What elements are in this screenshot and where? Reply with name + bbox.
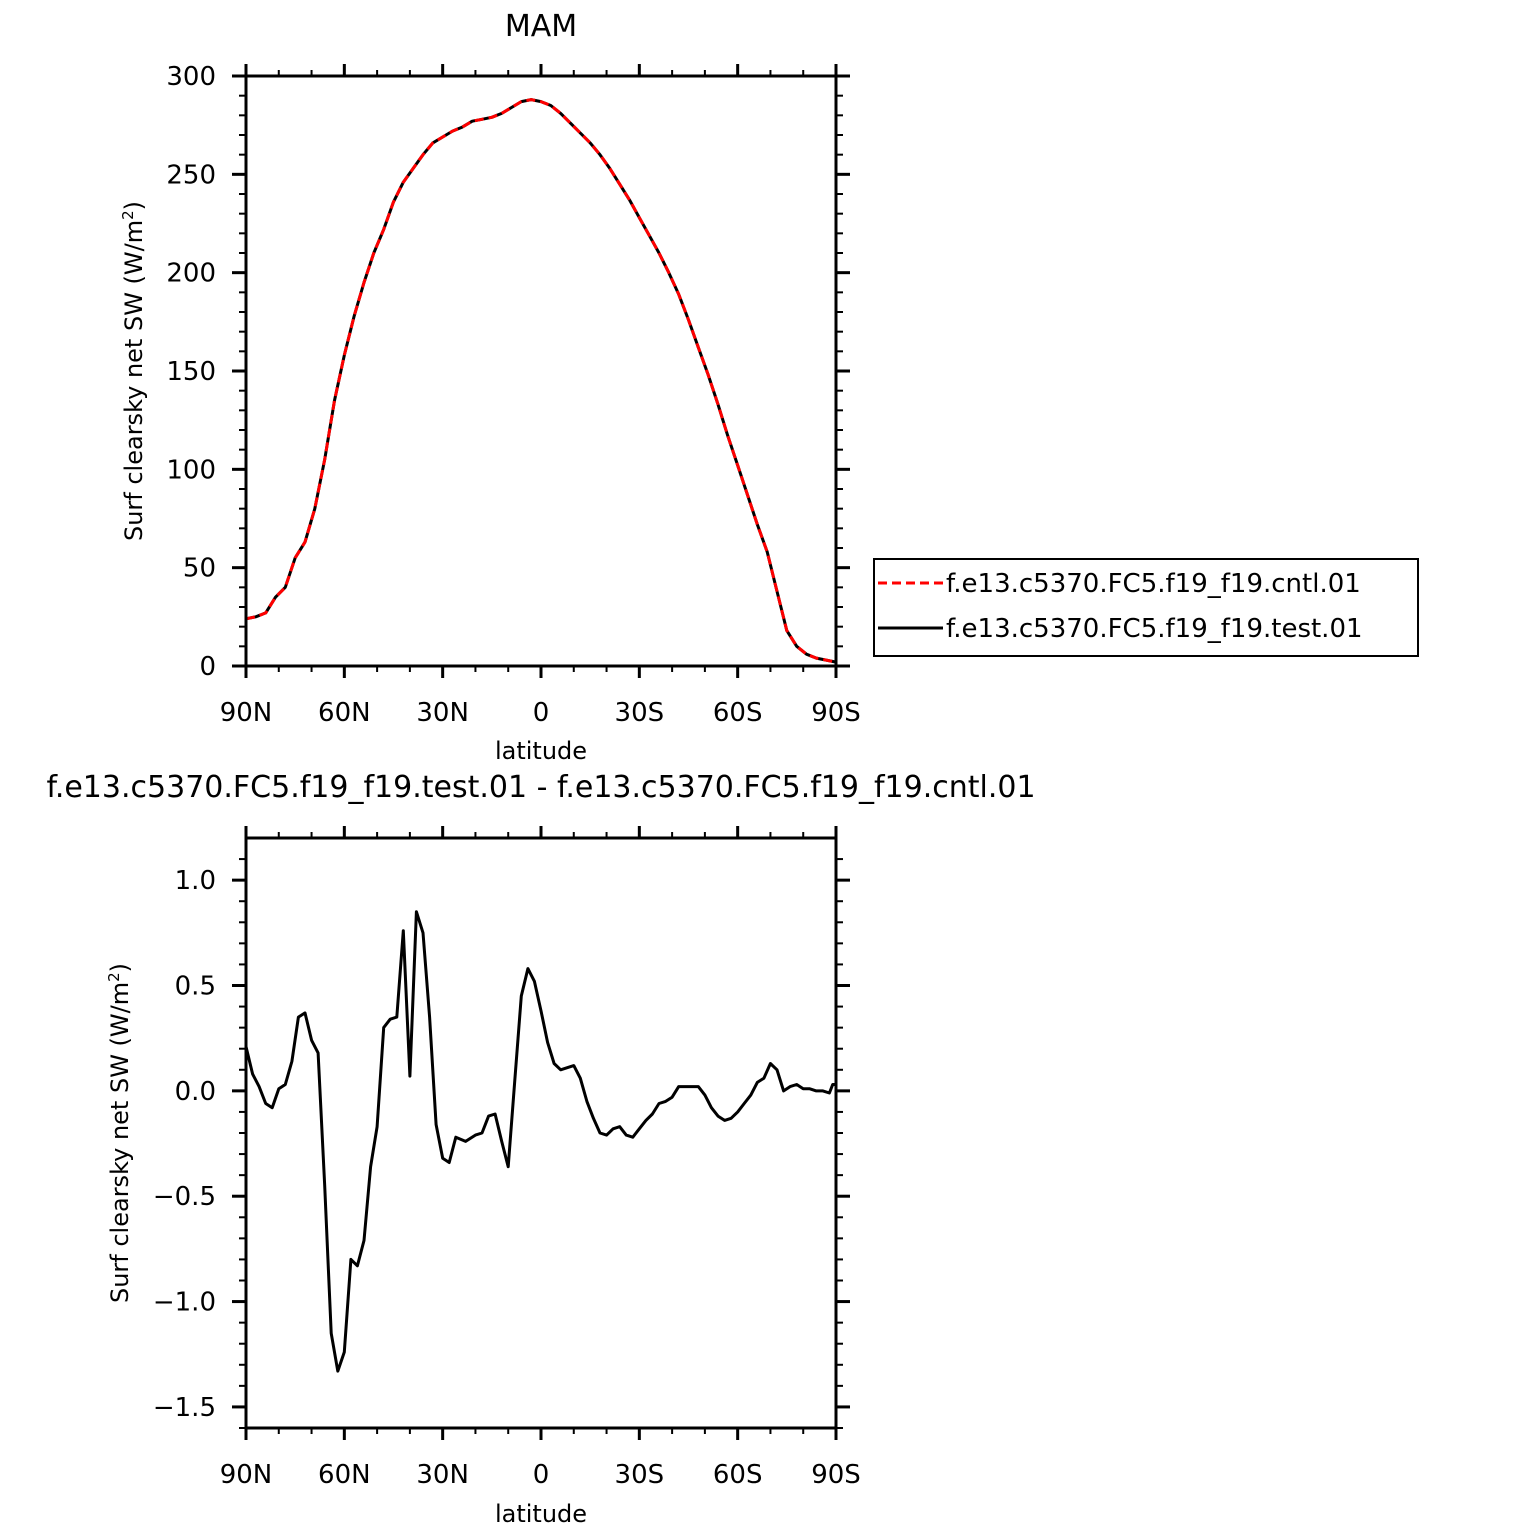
top-series-line-0 [245,98,837,664]
top-plot-frame [244,74,838,668]
top-x-axis-label: latitude [495,737,587,765]
bottom-chart-title: f.e13.c5370.FC5.f19_f19.test.01 - f.e13.… [46,770,1035,805]
bottom-x-tick-label: 60S [713,1460,763,1490]
top-y-tick-label: 200 [166,259,216,289]
legend: f.e13.c5370.FC5.f19_f19.cntl.01 f.e13.c5… [873,558,1419,657]
top-series-line-1 [245,98,837,664]
bottom-y-axis-label: Surf clearsky net SW (W/m2) [105,963,134,1303]
bottom-x-tick-label: 60N [318,1460,371,1490]
top-y-tick-label: 100 [166,455,216,485]
bottom-y-tick-label: −0.5 [153,1182,216,1212]
bottom-y-axis-label-main: Surf clearsky net SW (W/m [106,982,134,1303]
legend-label-cntl: f.e13.c5370.FC5.f19_f19.cntl.01 [946,569,1361,599]
top-x-tick-label: 0 [533,698,550,728]
top-y-axis-label-main: Surf clearsky net SW (W/m [120,220,148,541]
bottom-series-line-0 [244,910,836,1373]
bottom-tick-labels: 90N 60N 30N 0 30S 60S 90S 1.0 0.5 0.0 −0.5 −1.0 −1.5 [153,866,861,1490]
bottom-y-tick-label: −1.0 [153,1288,216,1318]
top-y-tick-label: 250 [166,160,216,190]
top-x-tick-label: 30N [416,698,469,728]
bottom-x-axis-label: latitude [495,1500,587,1528]
top-y-tick-label: 150 [166,357,216,387]
top-x-tick-label: 90S [811,698,861,728]
top-x-tick-label: 90N [220,698,273,728]
top-y-axis-label-end: ) [120,201,148,210]
bottom-x-tick-label: 30S [615,1460,665,1490]
bottom-y-axis-label-end: ) [106,963,134,972]
top-y-tick-label: 0 [199,652,216,682]
bottom-plot-frame [244,836,838,1430]
top-y-tick-label: 50 [183,554,216,584]
bottom-y-tick-label: 0.5 [175,972,216,1002]
top-chart-title: MAM [505,9,577,44]
bottom-x-tick-label: 90S [811,1460,861,1490]
top-y-axis-label: Surf clearsky net SW (W/m2) [119,201,148,541]
top-series-group [245,98,837,664]
legend-box [873,558,1419,657]
bottom-panel: f.e13.c5370.FC5.f19_f19.test.01 - f.e13.… [46,770,1035,1528]
top-x-tick-label: 60N [318,698,371,728]
top-axes-ticks [232,64,850,678]
top-x-tick-label: 30S [615,698,665,728]
bottom-x-tick-label: 30N [416,1460,469,1490]
bottom-y-tick-label: 1.0 [175,866,216,896]
top-tick-labels: 90N 60N 30N 0 30S 60S 90S 0 50 100 150 200 250 300 [166,62,860,728]
bottom-x-tick-label: 90N [220,1460,273,1490]
bottom-series-group [244,910,836,1373]
top-panel: MAM 90N 60N 30N 0 30S 60S 90S 0 50 100 150 200 250 30… [119,9,861,765]
top-y-tick-label: 300 [166,62,216,92]
bottom-y-tick-label: −1.5 [153,1393,216,1423]
top-x-tick-label: 60S [713,698,763,728]
top-y-axis-label-sup: 2 [119,210,137,220]
legend-label-test: f.e13.c5370.FC5.f19_f19.test.01 [946,614,1363,644]
bottom-y-tick-label: 0.0 [175,1077,216,1107]
bottom-axes-ticks [232,826,850,1440]
bottom-x-tick-label: 0 [533,1460,550,1490]
bottom-y-axis-label-sup: 2 [105,972,123,982]
